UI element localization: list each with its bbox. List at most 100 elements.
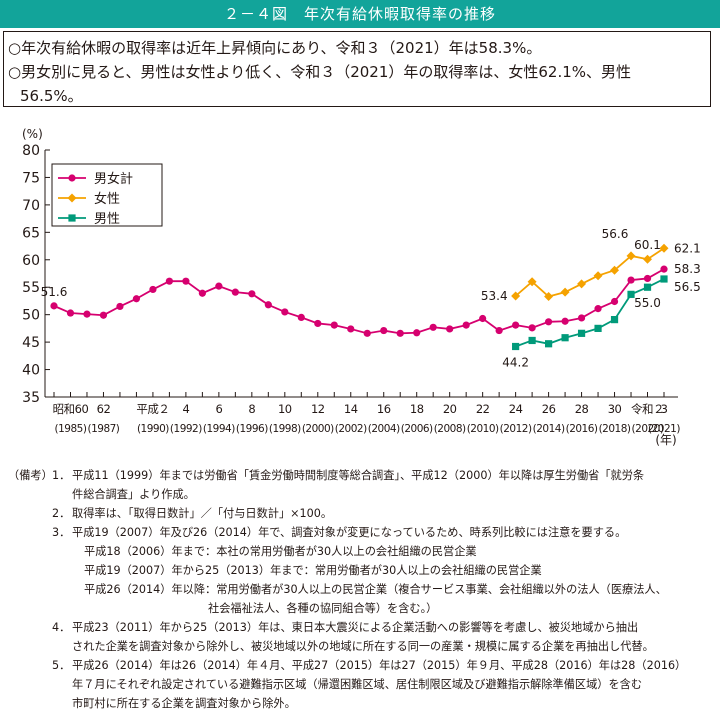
data-point-series-0 [577, 314, 586, 322]
note-5-number: 5． [52, 659, 71, 672]
y-tick-label: 60 [22, 253, 40, 269]
data-point-series-2 [561, 334, 569, 342]
data-point-series-2 [610, 316, 619, 324]
data-point-series-0 [643, 274, 652, 283]
x-tick-label: 4 [182, 402, 189, 416]
x-tick-year-label: (1990) [137, 423, 169, 435]
legend-label-1: 女性 [94, 191, 120, 207]
chart-lines [50, 243, 669, 351]
x-tick-year-label: (2004) [368, 423, 400, 435]
data-point-series-0 [413, 329, 421, 337]
x-tick-label: 24 [509, 402, 523, 416]
data-point-series-1 [544, 292, 554, 302]
note-4-line-b: された企業を調査対象から除外し、被災地域以外の地域に所在する同一の産業・規模に属… [72, 640, 654, 653]
data-point-series-0 [512, 321, 520, 329]
y-tick-label: 65 [22, 225, 40, 241]
y-tick-label: 40 [22, 363, 40, 379]
line-chart: 35 40 45 50 55 60 65 70 75 80 (%) 昭和60 (1985) 62 (1987… [22, 127, 701, 447]
y-tick-label: 50 [22, 308, 40, 324]
data-point-series-2 [594, 324, 602, 332]
chart-labels: 51.6 53.4 44.2 56.6 60.1 55.0 62.1 58.3 56.5 [41, 227, 701, 370]
x-tick-year-label: (2021) [648, 423, 680, 435]
x-tick-label: 14 [344, 402, 358, 416]
y-axis-label: (%) [22, 127, 43, 141]
data-point-series-0 [198, 289, 206, 297]
y-tick-label: 80 [22, 143, 40, 159]
x-tick-year-label: (2000) [302, 423, 334, 435]
data-label: 56.5 [674, 280, 701, 294]
x-tick-label: 20 [443, 402, 457, 416]
x-tick-label: 8 [248, 402, 255, 416]
data-point-series-0 [396, 329, 404, 337]
data-label: 58.3 [674, 262, 701, 276]
data-point-series-1 [593, 271, 603, 281]
summary-line-3: 56.5%。 [20, 87, 83, 105]
note-4-line-a: 平成23（2011）年から25（2013）年は、東日本大震災による企業活動への影… [72, 621, 639, 634]
x-tick-label: 22 [476, 402, 490, 416]
data-point-series-0 [50, 302, 58, 310]
note-5-line-a: 平成26（2014）年は26（2014）年４月、平成27（2015）年は27（2… [72, 659, 687, 672]
note-1-number: 1． [52, 469, 71, 482]
x-tick-label: 6 [215, 402, 222, 416]
x-tick-year-label: (2006) [401, 423, 433, 435]
note-3-number: 3． [52, 526, 71, 539]
x-axis-label: (年) [655, 433, 676, 447]
x-tick-label: 30 [608, 402, 622, 416]
note-5-line-b: 年７月にそれぞれ設定されている避難指示区域（帰還困難区域、居住制限区域及び避難指… [72, 678, 643, 691]
data-point-series-2 [528, 336, 536, 345]
x-tick-label: 62 [97, 402, 111, 416]
legend-marker-2 [68, 214, 76, 222]
y-tick-label: 75 [22, 170, 40, 186]
data-point-series-0 [429, 323, 437, 331]
x-tick-label: 26 [542, 402, 556, 416]
x-tick-year-label: (2002) [335, 423, 367, 435]
data-point-series-0 [363, 329, 371, 337]
data-point-series-0 [83, 310, 91, 318]
data-point-series-0 [347, 325, 355, 333]
data-point-series-0 [99, 311, 108, 319]
data-point-series-0 [132, 295, 141, 303]
data-point-series-0 [561, 317, 569, 325]
data-label: 51.6 [41, 285, 68, 299]
data-point-series-0 [594, 305, 602, 313]
data-point-series-0 [165, 277, 174, 285]
note-2-number: 2． [52, 507, 71, 520]
x-tick-year-label: (1987) [87, 423, 119, 435]
data-point-series-1 [643, 254, 653, 264]
data-point-series-0 [149, 285, 157, 294]
data-label: 53.4 [481, 289, 508, 303]
data-point-series-0 [528, 324, 536, 332]
series-line-2 [515, 278, 665, 348]
legend-label-2: 男性 [94, 212, 120, 227]
data-point-series-0 [660, 265, 668, 273]
note-3: 平成19（2007）年及び26（2014）年で、調査対象が変更になっているため、… [72, 526, 627, 539]
x-tick-year-label: (1994) [203, 423, 235, 435]
x-tick-label: 18 [410, 402, 424, 416]
note-4-number: 4． [52, 621, 71, 634]
x-tick-year-label: (1992) [170, 423, 202, 435]
x-tick-label: 平成２ [136, 402, 169, 416]
data-label: 60.1 [634, 238, 661, 252]
note-3-sub-1: 平成18（2006）年まで：本社の常用労働者が30人以上の会社組織の民営企業 [84, 545, 477, 558]
data-point-series-0 [330, 321, 338, 329]
series-line-0 [53, 268, 665, 335]
legend-label-0: 男女計 [94, 171, 133, 187]
data-point-series-1 [659, 243, 669, 253]
data-point-series-0 [281, 308, 289, 316]
data-point-series-0 [215, 282, 223, 290]
x-tick-label: 28 [575, 402, 589, 416]
data-point-series-1 [527, 277, 537, 287]
x-tick-year-label: (2020) [632, 423, 664, 435]
data-point-series-1 [610, 265, 620, 275]
x-tick-year-label: (1998) [269, 423, 301, 435]
x-tick-year-label: (2012) [500, 423, 532, 435]
note-1-line-a: 平成11（1999）年までは労働省「賃金労働時間制度等総合調査」、平成12（20… [72, 469, 645, 482]
data-point-series-2 [627, 290, 635, 298]
x-tick-label: 16 [377, 402, 391, 416]
summary-box: ○年次有給休暇の取得率は近年上昇傾向にあり、令和３（2021）年は58.3%。 … [3, 31, 711, 107]
data-point-series-0 [627, 276, 635, 284]
x-tick-year-label: (2010) [467, 423, 499, 435]
chart-axes: 35 40 45 50 55 60 65 70 75 80 (%) 昭和60 (1985) 62 (1987… [22, 127, 681, 447]
data-point-series-1 [560, 287, 570, 297]
